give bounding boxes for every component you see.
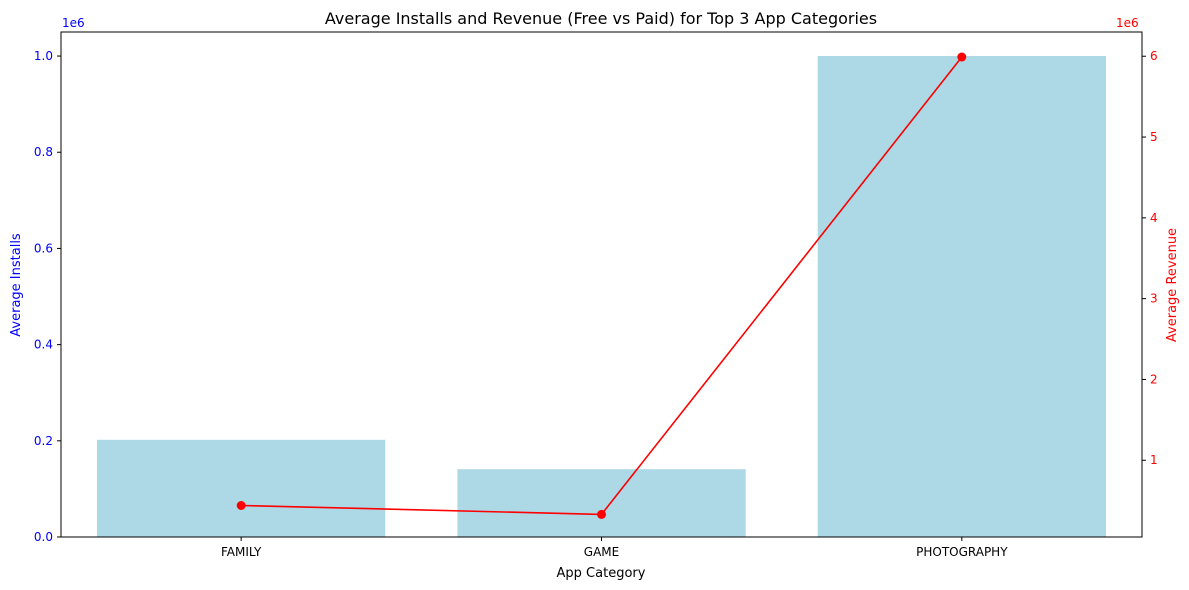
left-axis-label: Average Installs bbox=[9, 233, 24, 337]
bar-game bbox=[457, 469, 746, 537]
left-tick-label: 0.2 bbox=[34, 434, 53, 448]
revenue-point-photography bbox=[957, 52, 967, 62]
bar-family bbox=[97, 439, 386, 537]
right-axis-offset-text: 1e6 bbox=[1116, 16, 1139, 30]
right-tick-label: 6 bbox=[1150, 49, 1158, 63]
text-layer: Average Installs and Revenue (Free vs Pa… bbox=[9, 9, 1180, 581]
revenue-point-game bbox=[597, 509, 606, 519]
left-tick-label: 1.0 bbox=[34, 49, 53, 63]
revenue-line-layer bbox=[236, 52, 967, 519]
right-tick-label: 4 bbox=[1150, 211, 1158, 225]
left-axis-offset-text: 1e6 bbox=[62, 16, 85, 30]
axes-layer: 0.0 0.2 0.4 0.6 0.8 1.0 1 2 3 4 5 6 FAMILY GAME PHOTOG… bbox=[34, 31, 1158, 559]
left-tick-label: 0.4 bbox=[34, 338, 53, 352]
x-tick-label: FAMILY bbox=[221, 545, 262, 559]
right-tick-label: 3 bbox=[1150, 292, 1158, 306]
x-axis-label: App Category bbox=[557, 566, 646, 581]
bar-photography bbox=[817, 56, 1106, 537]
left-tick-label: 0.8 bbox=[34, 145, 53, 159]
left-tick-label: 0.0 bbox=[34, 530, 53, 544]
bars-layer bbox=[97, 56, 1106, 537]
x-tick-label: GAME bbox=[584, 545, 619, 559]
left-tick-label: 0.6 bbox=[34, 241, 53, 255]
x-tick-label: PHOTOGRAPHY bbox=[916, 545, 1008, 559]
right-axis-label: Average Revenue bbox=[1165, 228, 1180, 342]
chart-title: Average Installs and Revenue (Free vs Pa… bbox=[325, 9, 877, 28]
revenue-point-family bbox=[236, 501, 246, 510]
right-tick-label: 2 bbox=[1150, 372, 1158, 386]
right-tick-label: 1 bbox=[1150, 453, 1158, 467]
right-tick-label: 5 bbox=[1150, 130, 1158, 144]
